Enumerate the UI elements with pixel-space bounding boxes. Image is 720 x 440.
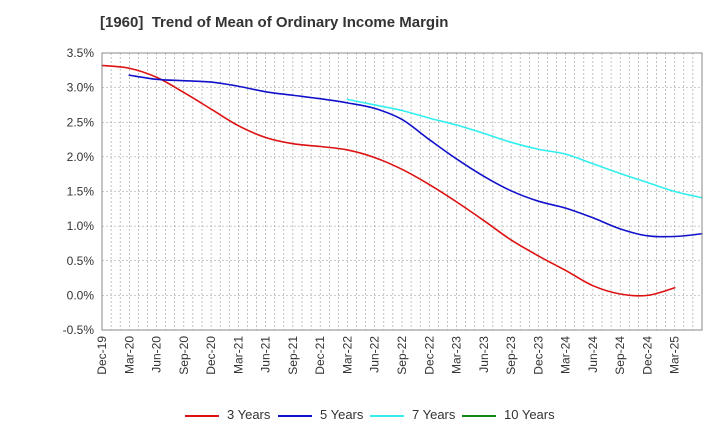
x-tick-label: Jun-23 <box>477 336 491 373</box>
x-tick-label: Dec-23 <box>531 336 545 375</box>
y-tick-label: 3.0% <box>67 81 95 95</box>
series-line-3-years <box>101 64 676 297</box>
y-tick-label: 3.5% <box>67 46 95 60</box>
x-tick-label: Dec-21 <box>313 336 327 375</box>
y-tick-label: 0.0% <box>67 288 95 302</box>
grid-lines <box>102 53 702 330</box>
y-tick-label: -0.5% <box>63 323 95 337</box>
x-tick-label: Sep-24 <box>613 336 627 375</box>
series-line-7-years <box>346 98 703 199</box>
chart-title: [1960] Trend of Mean of Ordinary Income … <box>100 14 449 31</box>
x-tick-label: Mar-24 <box>559 336 573 374</box>
x-tick-label: Jun-24 <box>586 336 600 373</box>
legend-swatch <box>185 415 219 417</box>
legend: 3 Years 5 Years 7 Years 10 Years <box>0 406 720 426</box>
x-tick-label: Sep-20 <box>177 336 191 375</box>
x-tick-label: Jun-22 <box>368 336 382 373</box>
x-tick-label: Mar-20 <box>122 336 136 374</box>
y-tick-label: 1.5% <box>67 185 95 199</box>
legend-label: 3 Years <box>227 407 271 422</box>
axes <box>101 52 703 331</box>
x-tick-label: Sep-21 <box>286 336 300 375</box>
x-tick-label: Sep-23 <box>504 336 518 375</box>
x-tick-label: Dec-24 <box>640 336 654 375</box>
plot-border <box>101 52 703 331</box>
y-tick-label: 2.5% <box>67 115 95 129</box>
x-tick-label: Dec-19 <box>95 336 109 375</box>
x-tick-label: Jun-21 <box>259 336 273 373</box>
y-tick-label: 1.0% <box>67 219 95 233</box>
legend-label: 7 Years <box>412 407 456 422</box>
legend-swatch <box>278 415 312 417</box>
x-axis-ticks: Dec-19 Mar-20 Jun-20 Sep-20 Dec-20 Mar-21 Jun-… <box>95 336 682 375</box>
x-tick-label: Mar-23 <box>450 336 464 374</box>
legend-swatch <box>370 415 404 417</box>
x-tick-label: Mar-21 <box>231 336 245 374</box>
legend-label: 5 Years <box>320 407 364 422</box>
legend-swatch <box>462 415 496 417</box>
x-tick-label: Mar-22 <box>340 336 354 374</box>
x-tick-label: Jun-20 <box>150 336 164 373</box>
x-tick-label: Mar-25 <box>668 336 682 374</box>
y-tick-label: 0.5% <box>67 254 95 268</box>
legend-label: 10 Years <box>504 407 555 422</box>
x-tick-label: Sep-22 <box>395 336 409 375</box>
series-line-5-years <box>128 74 703 238</box>
y-axis-ticks: 3.5% 3.0% 2.5% 2.0% 1.5% 1.0% 0.5% 0.0% -0.5% <box>63 46 95 337</box>
x-tick-label: Dec-20 <box>204 336 218 375</box>
x-tick-label: Dec-22 <box>422 336 436 375</box>
y-tick-label: 2.0% <box>67 150 95 164</box>
series-lines <box>101 64 703 297</box>
